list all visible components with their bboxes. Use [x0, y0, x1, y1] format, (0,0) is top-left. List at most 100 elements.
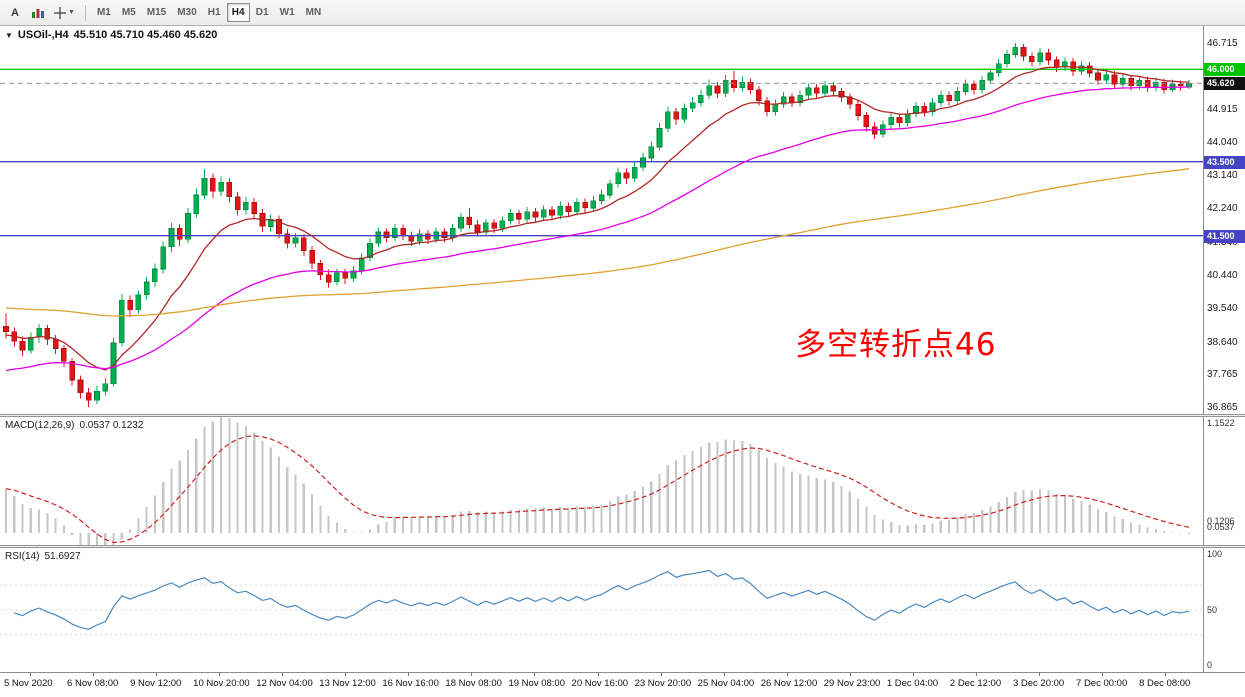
time-axis-label: 19 Nov 08:00	[508, 678, 565, 689]
price-axis-label: 37.765	[1207, 368, 1238, 380]
macd-name: MACD(12,26,9)	[5, 420, 75, 431]
rsi-axis-label: 100	[1207, 549, 1223, 559]
time-axis-tick	[975, 673, 977, 676]
price-badge-43.500: 43.500	[1204, 155, 1245, 169]
macd-plot[interactable]: MACD(12,26,9) 0.0537 0.1232	[0, 417, 1203, 545]
time-axis-label: 25 Nov 04:00	[697, 678, 755, 689]
toolbar-separator	[84, 4, 86, 21]
time-axis-tick	[219, 673, 221, 676]
ma-medium	[5, 86, 1190, 372]
macd-histogram	[4, 417, 1191, 545]
time-axis-label: 18 Nov 08:00	[445, 678, 502, 689]
time-axis-label: 5 Nov 2020	[4, 678, 53, 689]
price-axis-label: 36.865	[1207, 402, 1238, 414]
panel-divider[interactable]	[0, 414, 1245, 417]
time-axis-label: 8 Dec 08:00	[1139, 678, 1191, 689]
macd-chart	[4, 417, 1191, 545]
timeframe-button-h4[interactable]: H4	[226, 3, 250, 22]
rsi-value: 51.6927	[44, 551, 81, 562]
time-axis-tick	[534, 673, 536, 676]
time-axis-tick	[723, 673, 725, 676]
time-axis-tick	[408, 673, 410, 676]
rsi-axis[interactable]: 100 50 0	[1203, 548, 1245, 672]
bar-chart-icon	[32, 8, 44, 18]
rsi-axis-label: 50	[1207, 605, 1218, 615]
price-badge-46.000: 46.000	[1204, 63, 1245, 77]
price-axis-label: 39.540	[1207, 303, 1238, 315]
toolbar: A ▼ M1 M5 M15 M30 H1 H4 D1 W1 MN	[0, 0, 1245, 26]
timeframe-button-d1[interactable]: D1	[251, 3, 274, 22]
time-axis-tick	[1165, 673, 1167, 676]
time-axis-label: 9 Nov 12:00	[130, 678, 182, 689]
time-axis-tick	[849, 673, 851, 676]
timeframe-button-mn[interactable]: MN	[301, 3, 327, 22]
chart-symbol-label: USOil-,H4	[17, 29, 69, 41]
price-axis-label: 42.240	[1207, 203, 1238, 215]
time-axis-tick	[1102, 673, 1104, 676]
time-axis[interactable]: 5 Nov 2020 6 Nov 08:00 9 Nov 12:00 10 Nov 2…	[0, 672, 1245, 697]
rsi-panel: RSI(14) 51.6927 100 50 0	[0, 548, 1245, 672]
time-axis-tick	[282, 673, 284, 676]
time-axis-tick	[912, 673, 914, 676]
panel-divider[interactable]	[0, 545, 1245, 548]
time-axis-tick	[345, 673, 347, 676]
time-axis-label: 6 Nov 08:00	[67, 678, 119, 689]
chart-ohlc-values: 45.510 45.710 45.460 45.620	[73, 29, 218, 41]
time-axis-label: 29 Nov 23:00	[823, 678, 881, 689]
macd-signal-line	[5, 435, 1190, 544]
cursor-tool-dropdown[interactable]: ▼	[50, 3, 79, 23]
rsi-plot[interactable]: RSI(14) 51.6927	[0, 548, 1203, 672]
timeframe-button-w1[interactable]: W1	[275, 3, 300, 22]
macd-axis-label: 0.1206	[1207, 515, 1235, 526]
price-axis-label: 44.040	[1207, 136, 1238, 148]
annotate-button[interactable]: A	[4, 3, 26, 23]
time-axis-label: 7 Dec 00:00	[1076, 678, 1128, 689]
time-axis-label: 1 Dec 04:00	[886, 678, 939, 689]
timeframe-button-m1[interactable]: M1	[92, 3, 116, 22]
price-axis[interactable]: 46.71544.91544.04043.14042.24041.34040.4…	[1203, 26, 1245, 414]
horizontal-levels	[0, 68, 1203, 237]
rsi-line	[14, 569, 1190, 630]
macd-panel: MACD(12,26,9) 0.0537 0.1232 1.1522 0.1206…	[0, 417, 1245, 545]
time-axis-tick	[786, 673, 788, 676]
rsi-axis-label: 0	[1207, 660, 1213, 670]
time-axis-label: 12 Nov 04:00	[256, 678, 313, 689]
time-axis-label: 10 Nov 20:00	[193, 678, 250, 689]
time-axis-label: 23 Nov 20:00	[634, 678, 692, 689]
rsi-label: RSI(14) 51.6927	[5, 551, 81, 562]
timeframe-button-m15[interactable]: M15	[142, 3, 171, 22]
timeframe-button-m5[interactable]: M5	[117, 3, 141, 22]
time-axis-label: 2 Dec 12:00	[949, 678, 1002, 689]
ma-slow	[5, 168, 1190, 317]
price-axis-label: 43.140	[1207, 170, 1238, 182]
time-axis-tick	[471, 673, 473, 676]
time-axis-label: 20 Nov 16:00	[571, 678, 629, 689]
timeframe-button-h1[interactable]: H1	[203, 3, 226, 22]
rsi-name: RSI(14)	[5, 551, 40, 562]
main-chart-panel: ▼ USOil-,H4 45.510 45.710 45.460 45.620 …	[0, 26, 1245, 414]
time-axis-tick	[660, 673, 662, 676]
collapse-arrow-icon[interactable]: ▼	[5, 30, 13, 40]
chart-type-button[interactable]	[27, 3, 49, 23]
ma-fast	[5, 65, 1190, 371]
main-chart-plot[interactable]: ▼ USOil-,H4 45.510 45.710 45.460 45.620 …	[0, 26, 1203, 414]
time-axis-tick	[597, 673, 599, 676]
timeframe-group: M1 M5 M15 M30 H1 H4 D1 W1 MN	[92, 3, 326, 22]
time-axis-tick	[156, 673, 158, 676]
price-axis-label: 44.915	[1207, 104, 1238, 116]
annotation-text: 多空转折点46	[795, 327, 997, 363]
chart-title: ▼ USOil-,H4 45.510 45.710 45.460 45.620	[5, 29, 217, 41]
price-axis-label: 46.715	[1207, 37, 1238, 49]
moving-averages	[5, 65, 1190, 372]
rsi-chart	[0, 569, 1203, 636]
time-axis-label: 16 Nov 16:00	[382, 678, 439, 689]
candles-layer	[3, 42, 1192, 408]
price-badge-45.620: 45.620	[1204, 77, 1245, 91]
macd-values: 0.0537 0.1232	[79, 420, 144, 431]
crosshair-icon	[54, 6, 66, 19]
macd-axis[interactable]: 1.1522 0.1206 0.0537	[1203, 417, 1245, 545]
timeframe-button-m30[interactable]: M30	[172, 3, 201, 22]
price-badge-41.500: 41.500	[1204, 229, 1245, 243]
time-axis-tick	[30, 673, 31, 676]
